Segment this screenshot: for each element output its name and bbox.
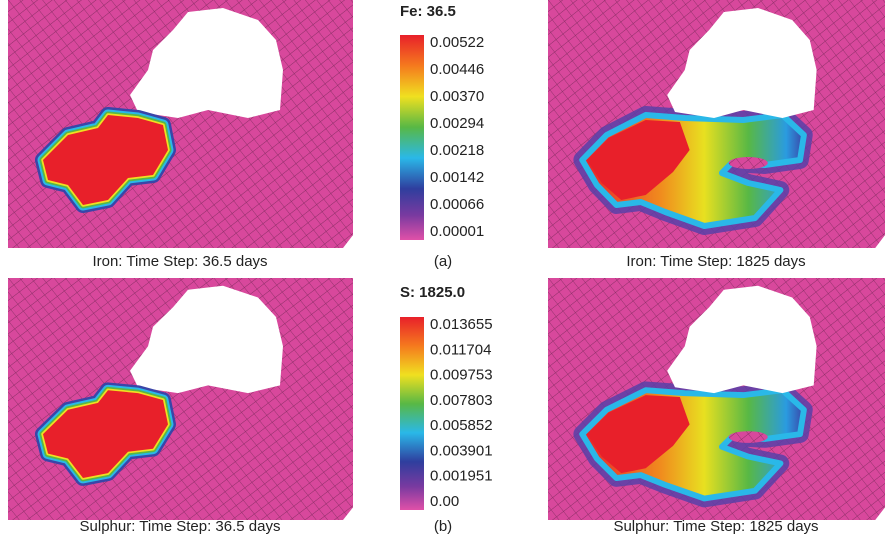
caption: Iron: Time Step: 1825 days [626,253,805,270]
subfigure-label: (b) [434,518,452,535]
colorbar-label: 0.001951 [430,468,493,485]
colorbar-label: 0.005852 [430,417,493,434]
simulation-image [548,0,885,248]
colorbar-title: Fe: 36.5 [400,3,456,20]
colorbar-label: 0.011704 [430,341,491,358]
colorbar [400,35,424,240]
caption: Sulphur: Time Step: 36.5 days [80,518,281,535]
colorbar-label: 0.00066 [430,196,484,213]
colorbar-label: 0.00522 [430,34,484,51]
colorbar-title: S: 1825.0 [400,284,465,301]
colorbar-label: 0.00 [430,493,459,510]
simulation-image [8,278,353,520]
colorbar-label: 0.00446 [430,61,484,78]
caption: Iron: Time Step: 36.5 days [92,253,267,270]
colorbar-label: 0.00001 [430,223,484,240]
colorbar-label: 0.007803 [430,392,493,409]
colorbar-label: 0.00142 [430,169,484,186]
simulation-image [8,0,353,248]
subfigure-label: (a) [434,253,452,270]
colorbar-label: 0.003901 [430,442,493,459]
colorbar-label: 0.00370 [430,88,484,105]
caption: Sulphur: Time Step: 1825 days [613,518,818,535]
colorbar-label: 0.009753 [430,367,493,384]
colorbar [400,317,424,510]
colorbar-label: 0.013655 [430,316,493,333]
colorbar-label: 0.00218 [430,142,484,159]
colorbar-label: 0.00294 [430,115,484,132]
simulation-image [548,278,885,520]
